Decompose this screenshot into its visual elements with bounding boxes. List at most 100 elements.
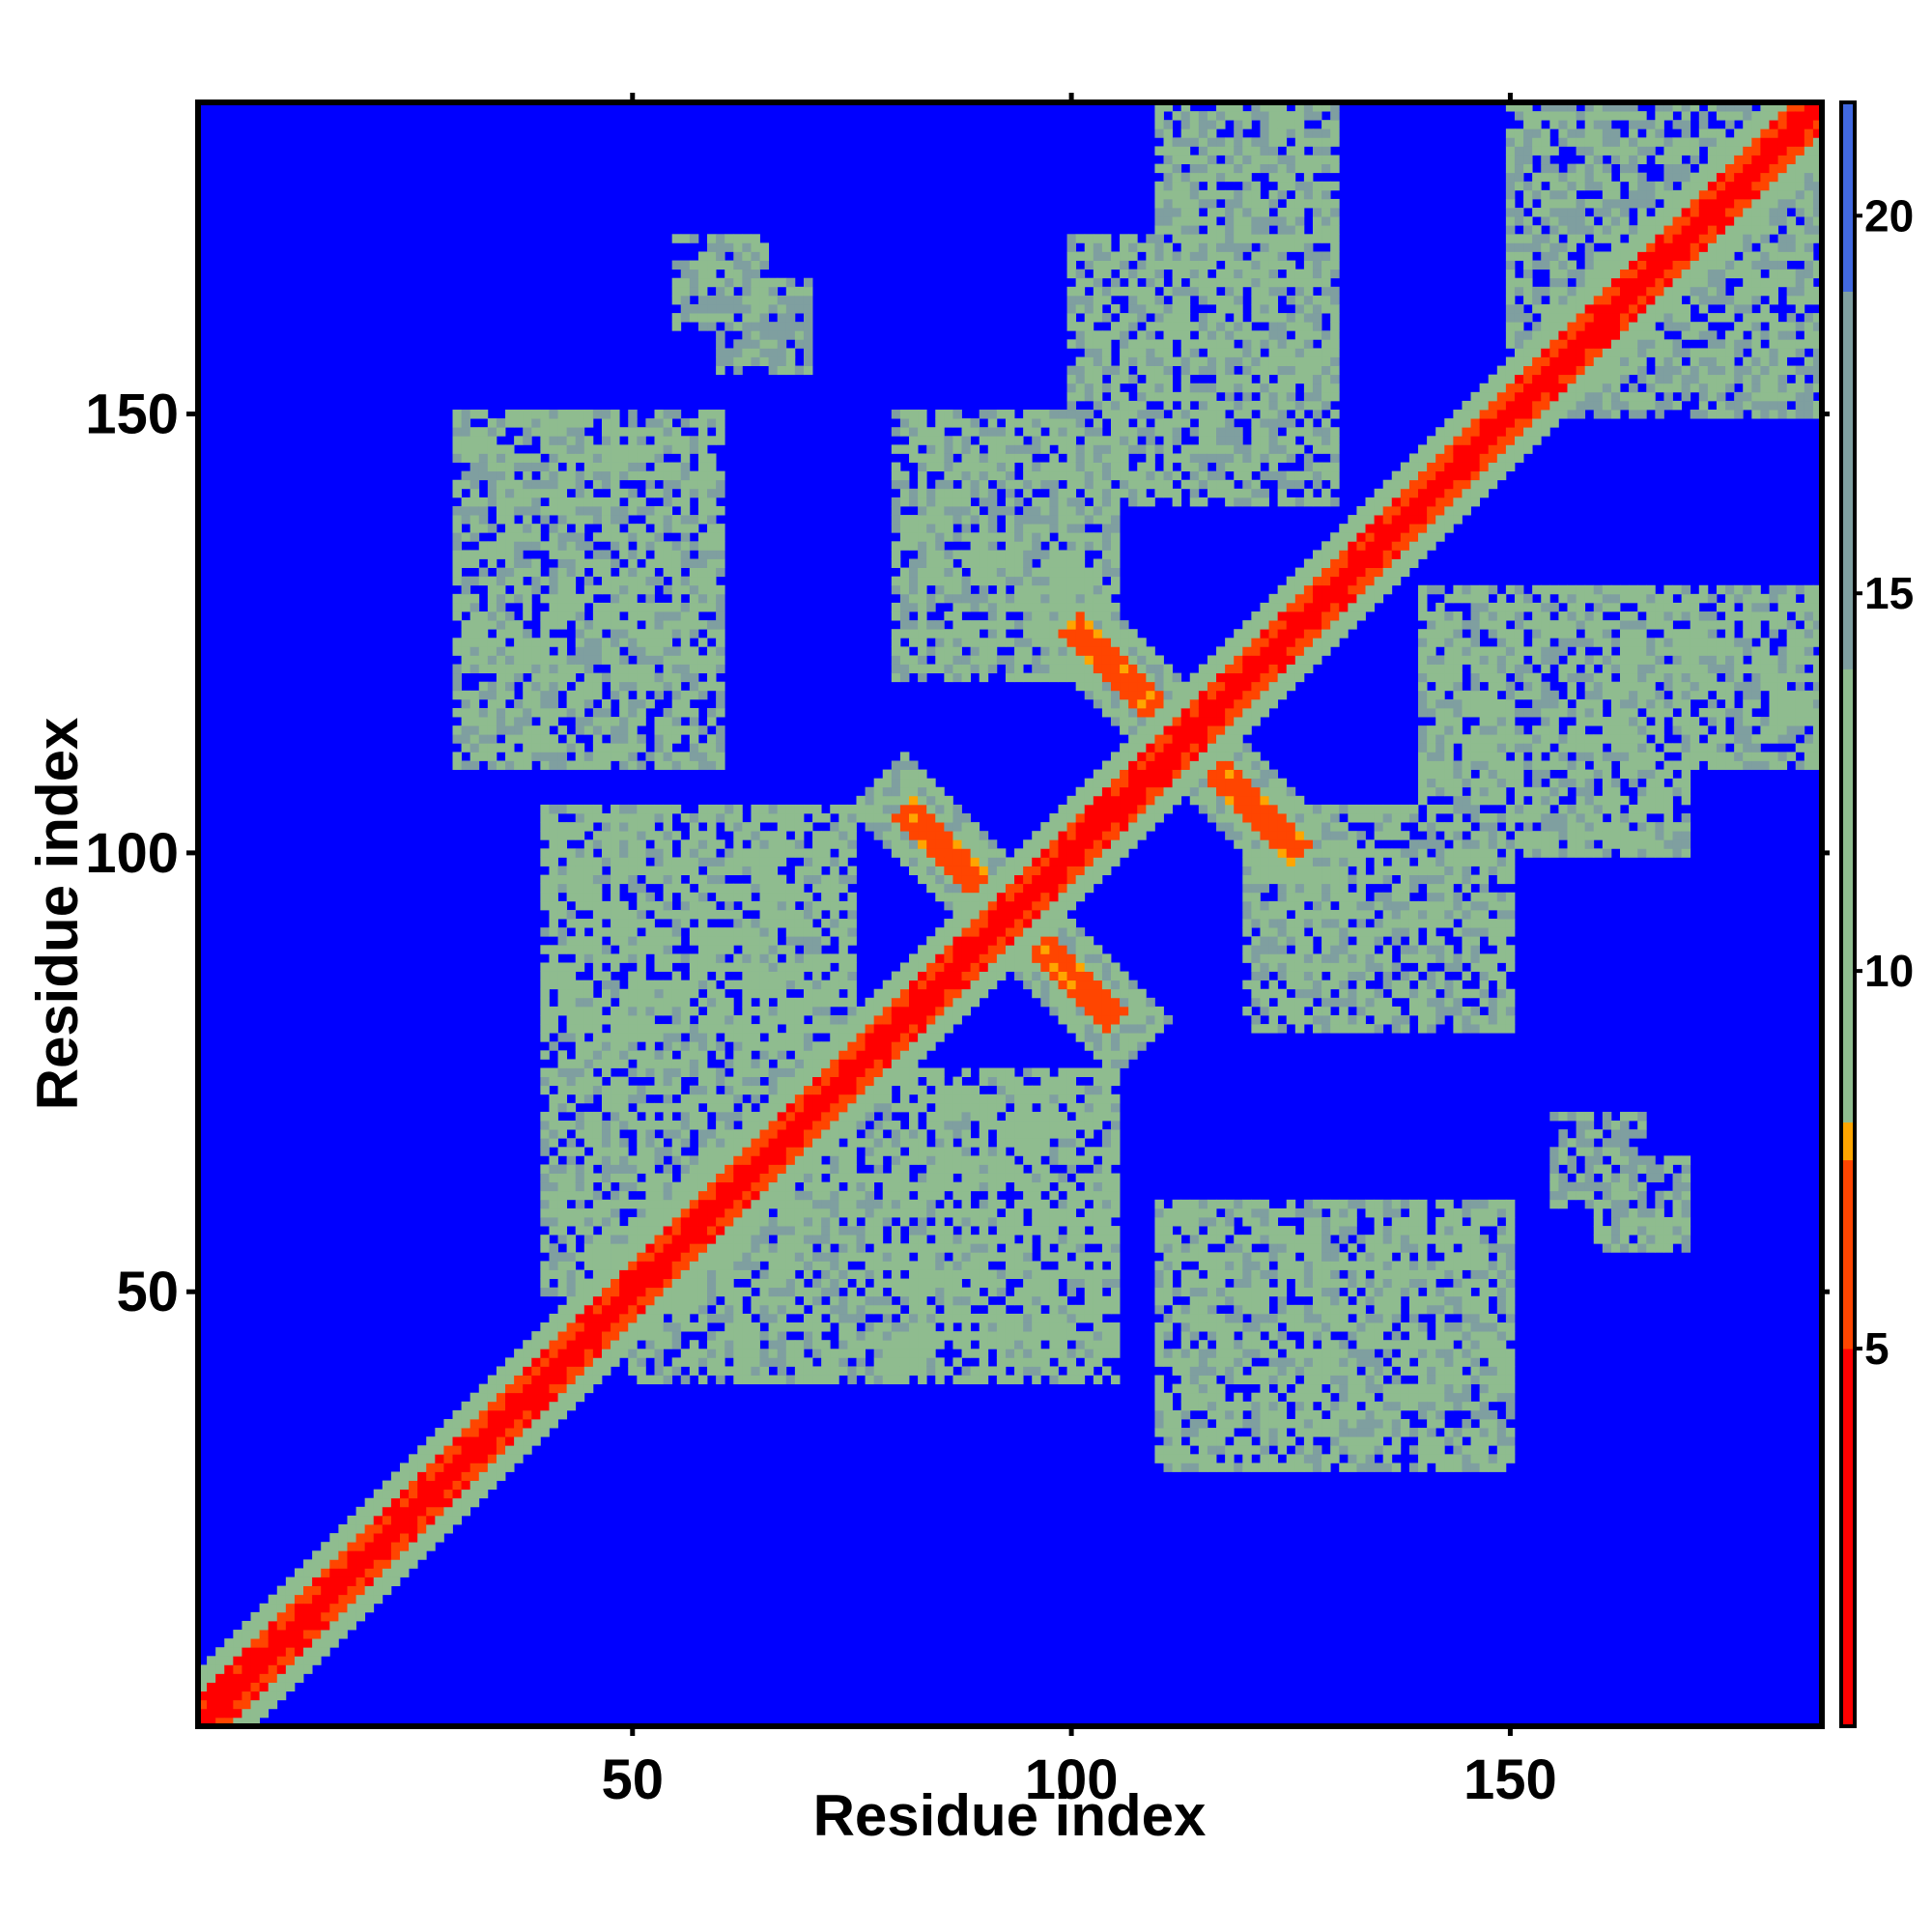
heatmap-cell bbox=[259, 1603, 270, 1613]
heatmap-cell bbox=[611, 1050, 620, 1060]
heatmap-cell bbox=[926, 1014, 936, 1025]
heatmap-cell bbox=[575, 611, 585, 621]
heatmap-cell bbox=[697, 505, 708, 516]
heatmap-cell bbox=[285, 1664, 296, 1674]
heatmap-cell bbox=[830, 1085, 839, 1095]
heatmap-cell bbox=[452, 427, 462, 437]
heatmap-cell bbox=[469, 479, 480, 490]
heatmap-cell bbox=[785, 286, 796, 297]
heatmap-cell bbox=[803, 909, 813, 920]
heatmap-cell bbox=[873, 1085, 884, 1095]
heatmap-cell bbox=[935, 1313, 945, 1323]
heatmap-cell bbox=[935, 848, 945, 858]
heatmap-cell bbox=[549, 1041, 558, 1051]
heatmap-cell bbox=[654, 1085, 664, 1095]
heatmap-cell bbox=[583, 1313, 594, 1323]
heatmap-cell bbox=[821, 1199, 831, 1209]
heatmap-cell bbox=[716, 470, 725, 481]
heatmap-cell bbox=[592, 620, 603, 630]
heatmap-cell bbox=[935, 638, 945, 647]
heatmap-cell bbox=[724, 927, 734, 937]
heatmap-cell bbox=[592, 927, 603, 937]
heatmap-cell bbox=[935, 479, 945, 490]
heatmap-cell bbox=[645, 1226, 655, 1236]
heatmap-cell bbox=[637, 857, 646, 867]
heatmap-cell bbox=[751, 1278, 760, 1289]
heatmap-cell bbox=[918, 1226, 927, 1236]
heatmap-cell bbox=[505, 541, 515, 551]
heatmap-cell bbox=[821, 874, 831, 885]
heatmap-cell bbox=[768, 874, 779, 885]
heatmap-cell bbox=[899, 971, 910, 981]
heatmap-cell bbox=[716, 655, 725, 665]
heatmap-cell bbox=[970, 558, 980, 568]
heatmap-cell bbox=[592, 1041, 603, 1051]
heatmap-cell bbox=[716, 488, 725, 498]
heatmap-cell bbox=[549, 900, 558, 911]
heatmap-cell bbox=[909, 1138, 919, 1148]
heatmap-cell bbox=[637, 1147, 646, 1156]
heatmap-cell bbox=[768, 339, 779, 349]
heatmap-cell bbox=[979, 971, 989, 981]
heatmap-cell bbox=[838, 900, 848, 911]
heatmap-cell bbox=[996, 962, 1007, 972]
heatmap-cell bbox=[628, 1331, 638, 1341]
heatmap-cell bbox=[628, 1111, 638, 1122]
heatmap-cell bbox=[952, 1269, 962, 1279]
heatmap-cell bbox=[611, 410, 620, 419]
heatmap-cell bbox=[882, 980, 893, 990]
heatmap-cell bbox=[654, 550, 664, 559]
heatmap-cell bbox=[926, 883, 936, 894]
heatmap-cell bbox=[996, 971, 1007, 981]
heatmap-cell bbox=[1005, 919, 1015, 928]
heatmap-cell bbox=[697, 848, 708, 858]
heatmap-cell bbox=[505, 532, 515, 542]
heatmap-cell bbox=[979, 672, 989, 683]
heatmap-cell bbox=[970, 479, 980, 490]
heatmap-cell bbox=[970, 971, 980, 981]
heatmap-cell bbox=[697, 427, 708, 437]
heatmap-cell bbox=[619, 1014, 629, 1025]
heatmap-cell bbox=[865, 1111, 875, 1122]
heatmap-cell bbox=[899, 427, 910, 437]
heatmap-cell bbox=[1005, 410, 1015, 419]
heatmap-cell bbox=[680, 479, 691, 490]
heatmap-cell bbox=[873, 1366, 884, 1376]
heatmap-cell bbox=[611, 1024, 620, 1034]
heatmap-cell bbox=[355, 1533, 366, 1543]
heatmap-cell bbox=[461, 707, 471, 718]
heatmap-cell bbox=[970, 1331, 980, 1341]
heatmap-cell bbox=[671, 541, 682, 551]
heatmap-cell bbox=[759, 1252, 770, 1262]
heatmap-cell bbox=[918, 611, 927, 621]
heatmap-cell bbox=[1005, 1313, 1015, 1323]
heatmap-cell bbox=[1005, 541, 1015, 551]
heatmap-cell bbox=[338, 1620, 348, 1631]
heatmap-cell bbox=[882, 1085, 893, 1095]
heatmap-cell bbox=[847, 1340, 857, 1350]
heatmap-cell bbox=[812, 1208, 822, 1218]
heatmap-cell bbox=[242, 1708, 251, 1719]
heatmap-cell bbox=[566, 1155, 577, 1165]
heatmap-cell bbox=[899, 795, 910, 806]
heatmap-cell bbox=[583, 857, 594, 867]
heatmap-cell bbox=[487, 1445, 497, 1455]
heatmap-cell bbox=[716, 550, 725, 559]
heatmap-cell bbox=[250, 1630, 261, 1639]
heatmap-cell bbox=[970, 1111, 980, 1122]
heatmap-cell bbox=[768, 1050, 779, 1060]
heatmap-cell bbox=[716, 1076, 725, 1087]
heatmap-cell bbox=[250, 1620, 261, 1631]
heatmap-cell bbox=[909, 1287, 919, 1297]
heatmap-cell bbox=[847, 813, 857, 823]
heatmap-cell bbox=[1005, 866, 1015, 876]
heatmap-cell bbox=[742, 945, 752, 954]
heatmap-cell bbox=[751, 1349, 760, 1358]
heatmap-cell bbox=[777, 919, 787, 928]
heatmap-cell bbox=[803, 1076, 813, 1087]
heatmap-cell bbox=[742, 1216, 752, 1227]
heatmap-cell bbox=[540, 1261, 550, 1270]
heatmap-cell bbox=[777, 1235, 787, 1244]
heatmap-cell bbox=[952, 532, 962, 542]
heatmap-cell bbox=[979, 1322, 989, 1332]
